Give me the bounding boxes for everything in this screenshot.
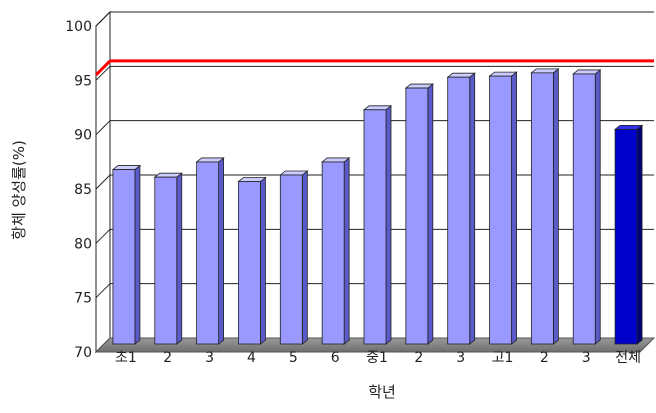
bar-side	[301, 170, 308, 345]
bars	[111, 68, 644, 345]
y-tick-label: 90	[74, 128, 92, 144]
bar	[614, 128, 638, 345]
bar	[572, 73, 596, 345]
bar	[279, 174, 303, 345]
bar-side	[552, 68, 559, 345]
bar-side	[176, 172, 183, 345]
x-tick-label: 초1	[115, 350, 137, 366]
bar	[112, 169, 136, 345]
bar-side	[511, 71, 517, 345]
x-tick-label: 중1	[366, 350, 388, 366]
x-tick-label: 4	[247, 350, 256, 366]
x-tick-labels: 초1 2 3 4 5 6 중1 2 3 고1 2 3 전체	[115, 350, 641, 366]
bar-top	[572, 69, 602, 75]
side-gridline	[95, 283, 111, 299]
bar-side	[594, 69, 601, 345]
reference-line-side	[94, 59, 112, 76]
bar-side	[636, 124, 643, 345]
y-tick-label: 85	[74, 182, 92, 198]
y-axis-label: 항체 양성률(%)	[10, 140, 28, 240]
x-tick-label: 6	[331, 350, 340, 366]
bar	[405, 87, 429, 345]
bar	[196, 161, 220, 345]
bar-top	[446, 72, 476, 78]
bar	[321, 161, 345, 345]
x-tick-label: 전체	[615, 350, 641, 366]
y-tick-label: 95	[74, 73, 92, 89]
x-tick-label: 5	[289, 350, 298, 366]
bar-top	[404, 83, 434, 89]
x-axis-label: 학년	[368, 383, 396, 401]
bar-side	[427, 83, 434, 345]
y-tick-label: 75	[74, 291, 92, 307]
bar-top	[195, 157, 225, 163]
bar-top	[153, 172, 183, 178]
x-tick-label: 3	[456, 350, 465, 366]
reference-line-group	[94, 59, 654, 76]
y-tick-label: 80	[74, 236, 92, 252]
bar	[238, 181, 261, 345]
side-gridline	[95, 120, 111, 136]
bar	[489, 75, 512, 345]
bar-side	[469, 72, 476, 345]
bar-side	[260, 176, 266, 345]
bar	[530, 72, 554, 345]
side-gridline	[95, 11, 111, 27]
bar-top	[111, 165, 142, 170]
side-gridline	[95, 228, 111, 244]
bar-top	[279, 170, 309, 176]
bar-side	[134, 164, 141, 345]
side-gridline	[95, 174, 111, 190]
bar	[363, 109, 387, 345]
bar-side	[385, 104, 392, 345]
bar-top	[321, 157, 351, 163]
y-tick-label: 100	[65, 19, 92, 35]
x-tick-label: 2	[163, 350, 172, 366]
x-tick-label: 2	[414, 350, 423, 366]
bar-top	[613, 124, 644, 130]
bar-top	[237, 177, 267, 182]
bar-top	[488, 71, 518, 77]
x-tick-label: 2	[540, 350, 549, 366]
bar-top	[530, 68, 560, 74]
y-tick-label: 70	[74, 345, 92, 361]
bar	[447, 76, 471, 345]
x-tick-label: 3	[582, 350, 591, 366]
x-tick-label: 3	[205, 350, 214, 366]
bar-side	[218, 157, 225, 345]
bar-top	[362, 105, 393, 111]
side-gridline	[95, 65, 111, 81]
bar	[154, 176, 178, 345]
y-tick-labels: 70 75 80 85 90 95 100	[65, 19, 92, 361]
bar-side	[343, 157, 350, 345]
x-tick-label: 고1	[492, 350, 514, 366]
